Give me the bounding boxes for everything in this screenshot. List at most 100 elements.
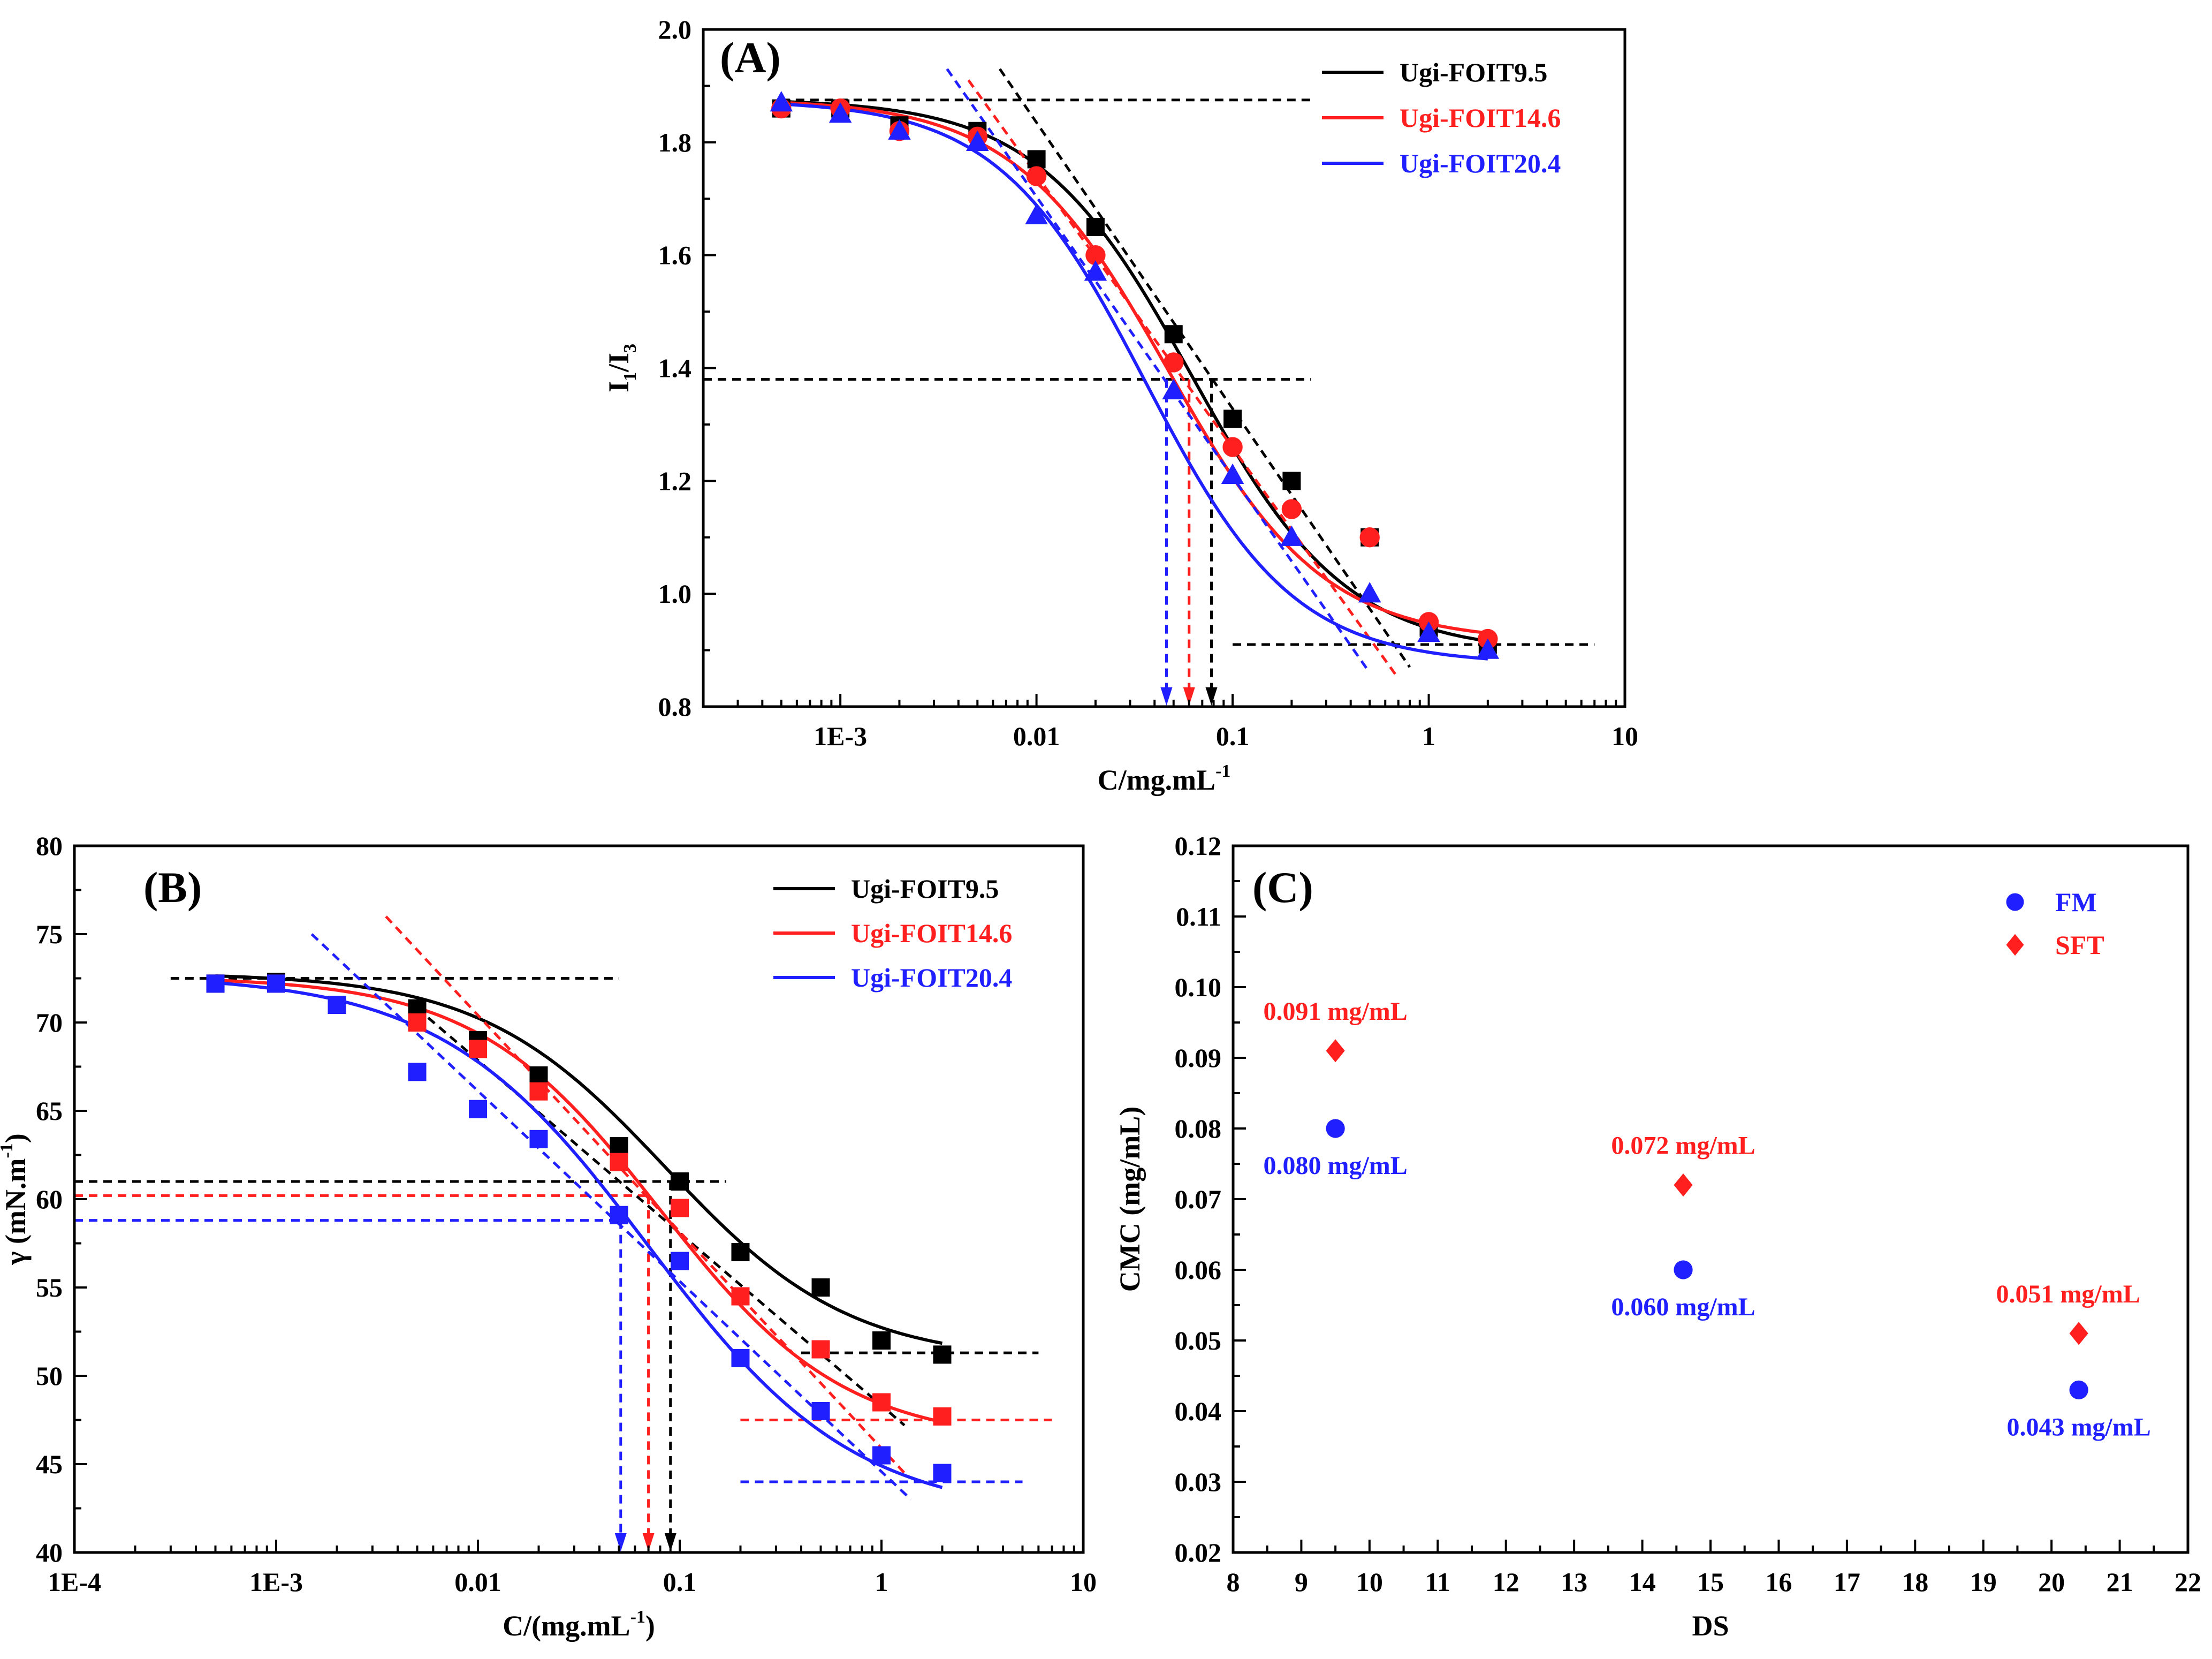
x-axis-label: C/mg.mL-1: [1098, 761, 1231, 796]
panel-b-chart: 1E-4 1E-3 0.01 0.1 1 10 40 45 50 55 60 65 70 75 80 (B) U…: [0, 831, 1097, 1642]
x-tick-label: 9: [1295, 1567, 1308, 1597]
fit-curve: [781, 102, 1488, 661]
x-axis-label: C/(mg.mL-1): [503, 1607, 655, 1642]
y-axis-label: CMC (mg/mL): [1114, 1107, 1146, 1292]
x-tick-label: 1: [1422, 721, 1435, 751]
y-tick-label: 0.07: [1175, 1184, 1222, 1214]
data-point: [671, 1252, 689, 1270]
x-tick-label: 13: [1561, 1567, 1587, 1597]
data-point: [1282, 472, 1301, 490]
y-axis-label-end: ): [0, 1133, 32, 1143]
plot-frame: [73, 844, 1085, 1554]
fit-curve: [781, 101, 1488, 635]
x-axis-label-main: C/mg.mL: [1098, 764, 1215, 796]
x-tick-label: 10: [1612, 721, 1638, 751]
x-tick-label: 16: [1765, 1567, 1792, 1597]
cmc-arrow-head: [1160, 687, 1173, 706]
y-tick-label: 0.12: [1175, 831, 1222, 861]
data-point: [933, 1407, 952, 1426]
cmc-arrow-head: [1205, 687, 1218, 706]
x-tick-label: 0.01: [454, 1567, 501, 1597]
data-point: [731, 1243, 750, 1261]
plot-frame: [1232, 844, 2190, 1554]
legend-entry: FM: [2055, 887, 2097, 917]
cmc-arrow-head: [642, 1533, 655, 1551]
x-tick-label: 11: [1425, 1567, 1450, 1597]
data-point: [933, 1464, 952, 1482]
x-tick-label: 18: [1902, 1567, 1928, 1597]
data-point: [1674, 1260, 1693, 1279]
y-tick-label: 75: [36, 919, 63, 949]
legend-entry: Ugi-FOIT20.4: [851, 963, 1012, 993]
data-point: [1027, 150, 1046, 169]
legend-entry: Ugi-FOIT14.6: [1400, 103, 1561, 133]
data-point: [933, 1345, 952, 1364]
fit-curve: [781, 100, 1488, 643]
x-tick-label: 22: [2175, 1567, 2201, 1597]
x-tick-label: 12: [1493, 1567, 1519, 1597]
y-tick-label: 45: [36, 1449, 63, 1479]
y-tick-label: 0.04: [1175, 1396, 1222, 1426]
x-tick-label: 1E-3: [814, 721, 867, 751]
data-point: [1084, 260, 1107, 281]
data-point: [610, 1137, 628, 1155]
x-tick-label: 19: [1970, 1567, 1997, 1597]
data-point: [1223, 410, 1242, 428]
legend-marker: [2006, 893, 2024, 911]
data-point: [529, 1130, 548, 1148]
legend-marker: [2006, 934, 2024, 956]
x-axis-label-end: ): [645, 1610, 655, 1642]
data-point: [206, 974, 225, 993]
y-tick-label: 65: [36, 1096, 63, 1126]
data-point: [1674, 1173, 1693, 1197]
data-label: 0.043 mg/mL: [2006, 1413, 2150, 1441]
tangent-dashed-line: [946, 68, 1371, 674]
data-point: [1164, 352, 1184, 373]
data-point: [811, 1340, 830, 1359]
y-tick-label: 1.0: [658, 579, 692, 609]
x-axis-label-sup: -1: [630, 1607, 645, 1627]
x-tick-label: 1E-3: [249, 1567, 303, 1597]
cmc-arrow-head: [614, 1533, 627, 1551]
data-point: [966, 130, 989, 151]
fit-curve: [215, 981, 943, 1489]
y-tick-label: 50: [36, 1361, 63, 1391]
x-tick-label: 1: [875, 1567, 888, 1597]
tangent-dashed-line: [385, 915, 906, 1474]
data-point: [828, 102, 852, 123]
legend-entry: Ugi-FOIT9.5: [851, 874, 999, 904]
y-axis-label: I1/I3: [603, 344, 640, 392]
x-tick-label: 0.1: [1216, 721, 1250, 751]
data-point: [811, 1402, 830, 1420]
panel-label: (C): [1252, 863, 1313, 912]
y-tick-label: 0.09: [1175, 1043, 1222, 1073]
data-point: [328, 996, 346, 1014]
panel-label: (B): [143, 863, 202, 912]
cmc-arrow-head: [664, 1533, 676, 1551]
data-point: [2069, 1380, 2088, 1399]
y-axis-label-main: γ (mN.m: [0, 1158, 32, 1266]
data-point: [1026, 166, 1047, 186]
y-tick-label: 0.08: [1175, 1113, 1222, 1143]
data-point: [610, 1206, 628, 1224]
x-axis-label-sup: -1: [1215, 761, 1230, 781]
data-point: [1476, 638, 1500, 659]
data-point: [469, 1100, 487, 1118]
x-tick-label: 1E-4: [48, 1567, 101, 1597]
data-point: [1164, 325, 1183, 344]
y-tick-label: 0.05: [1175, 1325, 1222, 1355]
data-point: [529, 1066, 548, 1085]
data-point: [731, 1287, 750, 1306]
y-tick-label: 1.2: [658, 466, 692, 496]
panel-a-chart: 1E-3 0.01 0.1 1 10 0.8 1.0 1.2 1.4 1.6 1.8 2.0 (A) Ug…: [603, 14, 1638, 796]
fit-curve: [215, 974, 943, 1345]
data-point: [770, 90, 793, 112]
x-tick-label: 10: [1070, 1567, 1097, 1597]
y-tick-label: 0.10: [1175, 972, 1222, 1002]
x-tick-label: 17: [1834, 1567, 1860, 1597]
data-point: [1222, 437, 1243, 457]
y-tick-label: 0.03: [1175, 1467, 1222, 1497]
x-tick-label: 8: [1227, 1567, 1240, 1597]
data-point: [888, 119, 911, 140]
